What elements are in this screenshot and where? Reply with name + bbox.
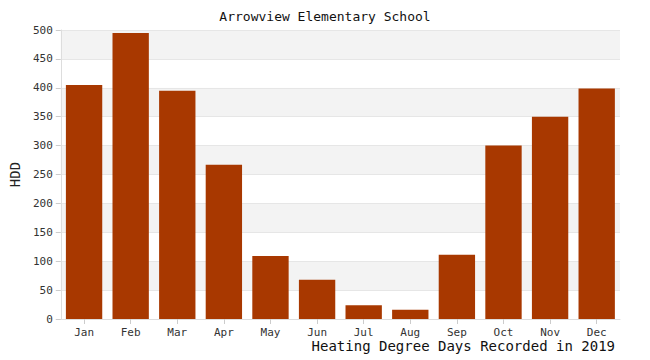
svg-text:HDD: HDD [7, 162, 23, 187]
svg-text:Jul: Jul [353, 326, 374, 339]
svg-text:0: 0 [46, 313, 53, 326]
svg-text:500: 500 [33, 24, 53, 37]
svg-text:150: 150 [33, 226, 53, 239]
svg-text:Nov: Nov [540, 326, 560, 339]
svg-text:50: 50 [40, 284, 53, 297]
svg-text:Feb: Feb [121, 326, 141, 339]
svg-text:Arrowview Elementary School: Arrowview Elementary School [219, 9, 430, 24]
svg-text:400: 400 [33, 81, 53, 94]
svg-text:Jun: Jun [307, 326, 327, 339]
svg-text:Aug: Aug [400, 326, 421, 339]
svg-text:Sep: Sep [447, 326, 467, 339]
svg-text:250: 250 [33, 168, 53, 181]
svg-text:450: 450 [33, 52, 53, 65]
svg-text:350: 350 [33, 110, 53, 123]
svg-text:Mar: Mar [167, 326, 187, 339]
svg-text:300: 300 [33, 139, 53, 152]
svg-text:Jan: Jan [74, 326, 94, 339]
svg-text:Apr: Apr [214, 326, 234, 339]
svg-text:Dec: Dec [586, 326, 607, 339]
svg-text:100: 100 [33, 255, 53, 268]
svg-text:200: 200 [33, 197, 53, 210]
svg-text:Oct: Oct [493, 326, 514, 339]
svg-text:Heating Degree Days Recorded i: Heating Degree Days Recorded in 2019 [312, 338, 615, 354]
svg-text:May: May [261, 326, 281, 339]
